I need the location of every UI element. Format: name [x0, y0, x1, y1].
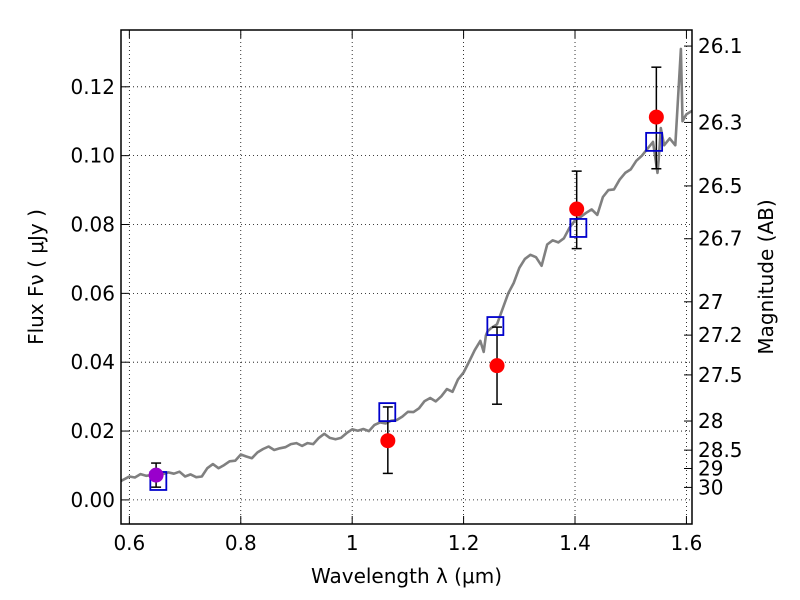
observed-point — [489, 358, 505, 374]
model-point — [645, 131, 664, 152]
x-axis-title: Wavelength λ (μm) — [311, 564, 502, 588]
y2-tick-label: 26.7 — [698, 227, 743, 251]
observed-point — [569, 201, 585, 217]
y-tick-label: 0.00 — [70, 488, 115, 512]
y-tick-label: 0.08 — [70, 213, 115, 237]
x-tick-label: 1.6 — [671, 531, 703, 555]
errorbar-layer — [151, 66, 662, 488]
x-tick-label: 1 — [346, 531, 359, 555]
y-axis-title-left: Flux Fν ( μJy ) — [24, 209, 48, 345]
plot-frame — [120, 29, 693, 525]
y2-tick-label: 27 — [698, 290, 723, 314]
y-tick-label: 0.06 — [70, 281, 115, 305]
y2-tick-label: 30 — [698, 475, 723, 499]
observed-point — [648, 109, 664, 125]
y2-tick-label: 26.1 — [698, 34, 743, 58]
grid-layer — [121, 30, 692, 524]
observed-points-layer — [148, 109, 664, 483]
spectrum-layer — [121, 47, 692, 483]
y-tick-label: 0.04 — [70, 350, 115, 374]
x-tick-label: 1.4 — [559, 531, 591, 555]
y2-tick-label: 28 — [698, 409, 723, 433]
observed-point — [148, 467, 164, 483]
y-tick-label: 0.10 — [70, 144, 115, 168]
model-point — [378, 402, 397, 423]
y-tick-label: 0.02 — [70, 419, 115, 443]
y2-tick-label: 28.5 — [698, 438, 743, 462]
ticks-layer: 0.6 0.8 1 1.2 1.4 1.6 0.00 0.02 0.04 0.06 0.08 0.10… — [70, 30, 743, 555]
y-axis-title-right: Magnitude (AB) — [754, 199, 778, 354]
y2-tick-label: 26.3 — [698, 110, 743, 134]
x-tick-label: 0.6 — [113, 531, 145, 555]
y2-tick-label: 27.5 — [698, 363, 743, 387]
model-point — [486, 316, 505, 336]
model-point — [569, 218, 588, 238]
x-tick-label: 0.8 — [225, 531, 257, 555]
y2-tick-label: 26.5 — [698, 174, 743, 198]
model-points-layer — [149, 131, 664, 491]
template-spectrum-line — [121, 47, 692, 483]
y2-tick-label: 29 — [698, 457, 723, 481]
x-tick-label: 1.2 — [448, 531, 480, 555]
observed-point — [380, 433, 396, 449]
y2-tick-label: 27.2 — [698, 323, 743, 347]
y-tick-label: 0.12 — [70, 75, 115, 99]
